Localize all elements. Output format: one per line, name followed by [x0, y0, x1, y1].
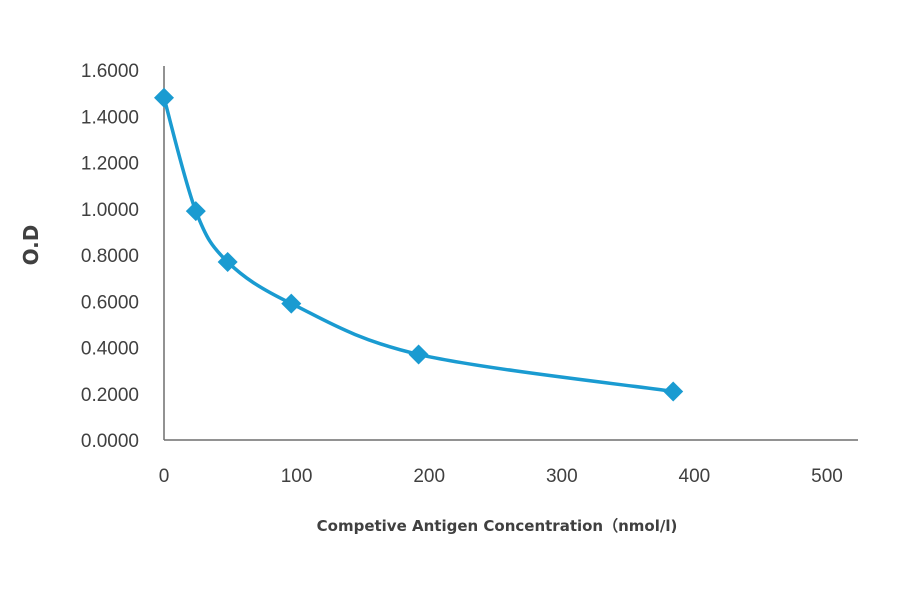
y-tick-label: 1.6000	[81, 61, 139, 82]
y-tick-label: 1.2000	[81, 154, 139, 175]
y-tick-label: 0.0000	[81, 431, 139, 452]
data-point-marker	[154, 87, 174, 108]
y-tick-label: 1.0000	[81, 200, 139, 221]
y-tick-label: 0.6000	[81, 292, 139, 313]
x-tick-label: 0	[159, 466, 170, 487]
y-tick-label: 0.4000	[81, 339, 139, 360]
data-point-marker	[281, 293, 302, 314]
data-point-marker	[663, 381, 684, 402]
x-tick-label: 100	[281, 466, 313, 487]
x-tick-label: 300	[546, 466, 578, 487]
x-tick-label: 200	[413, 466, 445, 487]
data-point-marker	[408, 344, 429, 365]
x-tick-label: 400	[679, 466, 711, 487]
y-tick-label: 0.8000	[81, 246, 139, 267]
data-point-marker	[185, 201, 206, 222]
y-axis-ticks: 0.0000 0.2000 0.4000 0.6000 0.8000 1.0000 1.20…	[81, 61, 139, 452]
y-tick-label: 1.4000	[81, 107, 139, 128]
x-axis-ticks: 0 100 200 300 400 500	[159, 466, 843, 487]
x-tick-label: 500	[811, 466, 843, 487]
data-point-marker	[217, 251, 238, 272]
y-tick-label: 0.2000	[81, 385, 139, 406]
x-axis-title: Competive Antigen Concentration（nmol/l)	[317, 517, 678, 535]
y-axis-title: O.D	[19, 225, 43, 266]
data-points	[154, 87, 684, 402]
